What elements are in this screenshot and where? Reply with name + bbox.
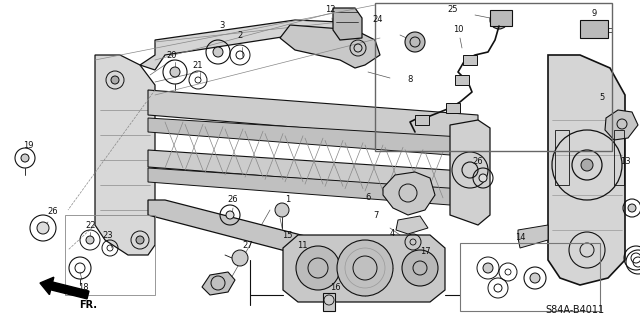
Polygon shape — [148, 168, 478, 205]
Text: 16: 16 — [330, 283, 340, 292]
Text: 5: 5 — [600, 93, 605, 101]
Polygon shape — [605, 110, 638, 140]
Text: 3: 3 — [220, 20, 225, 29]
Text: 17: 17 — [420, 248, 430, 256]
Text: 23: 23 — [102, 231, 113, 240]
Text: S84A-B4011: S84A-B4011 — [545, 305, 605, 315]
Text: 9: 9 — [591, 10, 596, 19]
Bar — [446, 103, 460, 113]
Circle shape — [226, 211, 234, 219]
Text: FR.: FR. — [79, 300, 97, 310]
Bar — [375, 3, 612, 151]
Bar — [323, 293, 335, 311]
Text: 25: 25 — [448, 4, 458, 13]
Bar — [455, 75, 469, 85]
Circle shape — [530, 273, 540, 283]
Circle shape — [213, 47, 223, 57]
Circle shape — [479, 174, 487, 182]
Polygon shape — [383, 172, 435, 215]
Circle shape — [170, 67, 180, 77]
Text: 6: 6 — [365, 192, 371, 202]
Text: 26: 26 — [228, 195, 238, 204]
Circle shape — [136, 236, 144, 244]
Text: 18: 18 — [77, 283, 88, 292]
Text: 26: 26 — [473, 158, 483, 167]
Text: 22: 22 — [86, 220, 96, 229]
Bar — [65, 215, 155, 295]
Polygon shape — [518, 225, 548, 248]
Circle shape — [490, 11, 508, 29]
Text: 27: 27 — [243, 241, 253, 249]
Text: 21: 21 — [193, 61, 204, 70]
Polygon shape — [396, 216, 428, 234]
Text: 2: 2 — [237, 31, 243, 40]
Polygon shape — [280, 25, 380, 68]
Polygon shape — [283, 235, 445, 302]
Circle shape — [628, 204, 636, 212]
Polygon shape — [450, 120, 490, 225]
Polygon shape — [148, 150, 478, 190]
Circle shape — [581, 159, 593, 171]
Bar — [614, 130, 624, 185]
Bar — [460, 243, 600, 311]
Text: 10: 10 — [452, 25, 463, 33]
Polygon shape — [148, 118, 478, 155]
Text: 26: 26 — [48, 207, 58, 217]
Bar — [555, 130, 569, 185]
Circle shape — [86, 236, 94, 244]
Polygon shape — [148, 200, 340, 260]
Circle shape — [337, 240, 393, 296]
Circle shape — [232, 250, 248, 266]
Text: 14: 14 — [515, 233, 525, 241]
Polygon shape — [405, 248, 435, 275]
Text: 13: 13 — [620, 158, 630, 167]
Text: 12: 12 — [324, 4, 335, 13]
Circle shape — [402, 250, 438, 286]
Text: 15: 15 — [282, 231, 292, 240]
Text: 7: 7 — [373, 211, 379, 219]
Polygon shape — [140, 20, 345, 70]
FancyArrow shape — [40, 277, 89, 299]
Text: 24: 24 — [372, 14, 383, 24]
Bar — [580, 20, 608, 38]
Circle shape — [296, 246, 340, 290]
Text: 1: 1 — [285, 195, 291, 204]
Circle shape — [21, 154, 29, 162]
Bar — [463, 55, 477, 65]
Bar — [490, 10, 512, 26]
Polygon shape — [148, 90, 478, 140]
Circle shape — [37, 222, 49, 234]
Text: 20: 20 — [167, 50, 177, 60]
Text: 4: 4 — [389, 229, 395, 239]
Polygon shape — [95, 55, 155, 255]
Polygon shape — [333, 8, 362, 40]
Polygon shape — [202, 272, 235, 295]
Polygon shape — [548, 55, 625, 285]
Text: 8: 8 — [407, 75, 413, 84]
Circle shape — [405, 32, 425, 52]
Bar — [415, 115, 429, 125]
Circle shape — [483, 263, 493, 273]
Circle shape — [111, 76, 119, 84]
Text: 19: 19 — [23, 140, 33, 150]
Text: 11: 11 — [297, 241, 307, 249]
Circle shape — [275, 203, 289, 217]
